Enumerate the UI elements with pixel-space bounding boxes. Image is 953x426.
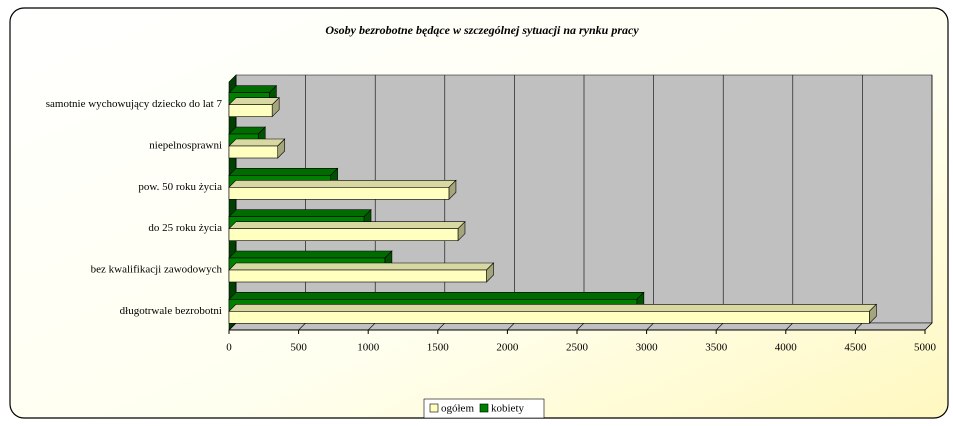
bar [228,220,466,242]
bar-face [228,145,279,159]
legend-label: ogółem [441,403,474,415]
floor-grid-line [437,322,446,331]
bar-face [228,221,466,229]
bar-face [228,104,273,117]
bar [228,262,495,283]
x-tick-label: 2500 [566,342,589,354]
bar-face [228,304,878,312]
legend-swatch [429,403,439,413]
legend-label: kobiety [491,403,524,415]
bar-face [228,269,487,283]
bar-face [228,180,457,188]
bar-face [228,187,450,200]
x-tick-label: 0 [226,342,232,354]
y-tick-label: samotnie wychowujący dziecko do lat 7 [46,98,223,110]
floor-grid-line [298,322,306,331]
x-tick-label: 4000 [775,342,798,354]
bar-face [228,168,339,176]
bar-face [228,228,459,241]
bar [228,303,878,325]
bar-face [228,262,495,271]
x-tick-label: 2000 [496,342,519,354]
chart-title: Osoby bezrobotne będące w szczególnej sy… [325,23,639,37]
y-tick-label: do 25 roku życia [148,222,222,234]
bar-face [228,209,372,217]
bar-face [228,311,870,324]
x-tick-label: 4500 [844,342,867,354]
legend-swatch [479,403,489,413]
bar-face [228,138,286,147]
bar [228,96,280,118]
x-tick-label: 500 [290,342,307,354]
y-tick-label: niepelnosprawni [149,140,222,152]
x-tick-label: 5000 [914,342,937,354]
bar [228,138,286,159]
bar-face [228,85,278,93]
bar-face [228,97,280,105]
floor-grid-line [646,322,654,331]
bar-face [228,292,645,300]
floor-grid-line [855,322,863,331]
floor-grid-line [785,322,794,331]
floor-grid-line [228,322,237,331]
x-tick-label: 3500 [705,342,728,354]
x-tick-label: 1500 [427,342,450,354]
floor-grid-line [367,322,376,331]
floor-grid-line [576,322,585,331]
x-tick-label: 1000 [357,342,380,354]
floor-grid-line [507,322,515,331]
floor-grid-line [924,322,933,331]
y-tick-label: bez kwalifikacji zawodowych [91,264,223,276]
floor-grid-line [715,322,724,331]
bar [228,179,457,201]
bar-face [228,250,393,259]
y-tick-label: pow. 50 roku życia [138,181,222,193]
y-tick-label: długotrwale bezrobotni [120,305,222,317]
x-tick-label: 3000 [636,342,659,354]
